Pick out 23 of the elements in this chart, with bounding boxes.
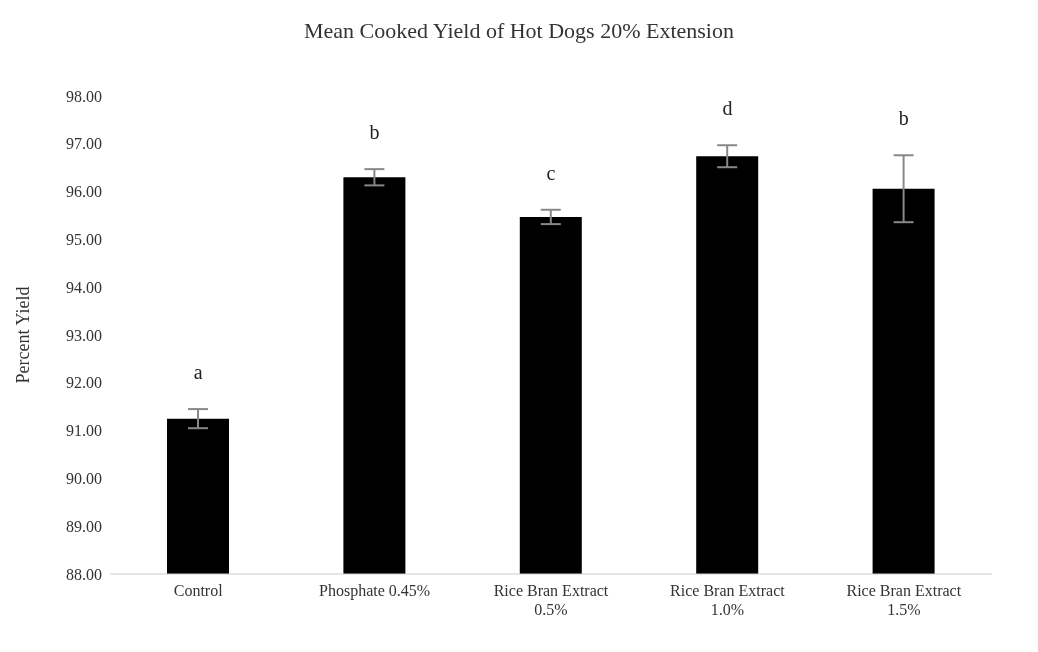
y-tick-label: 98.00	[66, 87, 102, 105]
annotation: b	[369, 121, 380, 144]
annotation: a	[193, 361, 203, 384]
x-tick-label: Rice Bran Extract 0.5%	[493, 582, 609, 618]
y-tick-label: 95.00	[66, 231, 102, 249]
x-tick-label: Control	[173, 582, 224, 599]
annotation: d	[722, 97, 733, 120]
chart-title: Mean Cooked Yield of Hot Dogs 20% Extension	[303, 18, 735, 44]
annotation: b	[898, 107, 909, 130]
y-axis-title: Percent Yield	[13, 286, 34, 384]
y-tick-label: 96.00	[66, 183, 102, 201]
y-tick-label: 92.00	[66, 374, 102, 392]
y-tick-label: 94.00	[66, 278, 102, 296]
y-tick-label: 88.00	[66, 565, 102, 583]
annotation: c	[546, 161, 556, 184]
x-tick-label: Phosphate 0.45%	[319, 582, 431, 600]
y-tick-label: 93.00	[66, 326, 102, 344]
x-tick-label: Rice Bran Extract 1.5%	[846, 582, 962, 618]
y-tick-label: 89.00	[66, 517, 102, 535]
x-tick-label: Rice Bran Extract 1.0%	[670, 582, 786, 618]
y-tick-label: 90.00	[66, 470, 102, 488]
y-tick-label: 97.00	[66, 135, 102, 153]
y-tick-label: 91.00	[66, 422, 102, 440]
